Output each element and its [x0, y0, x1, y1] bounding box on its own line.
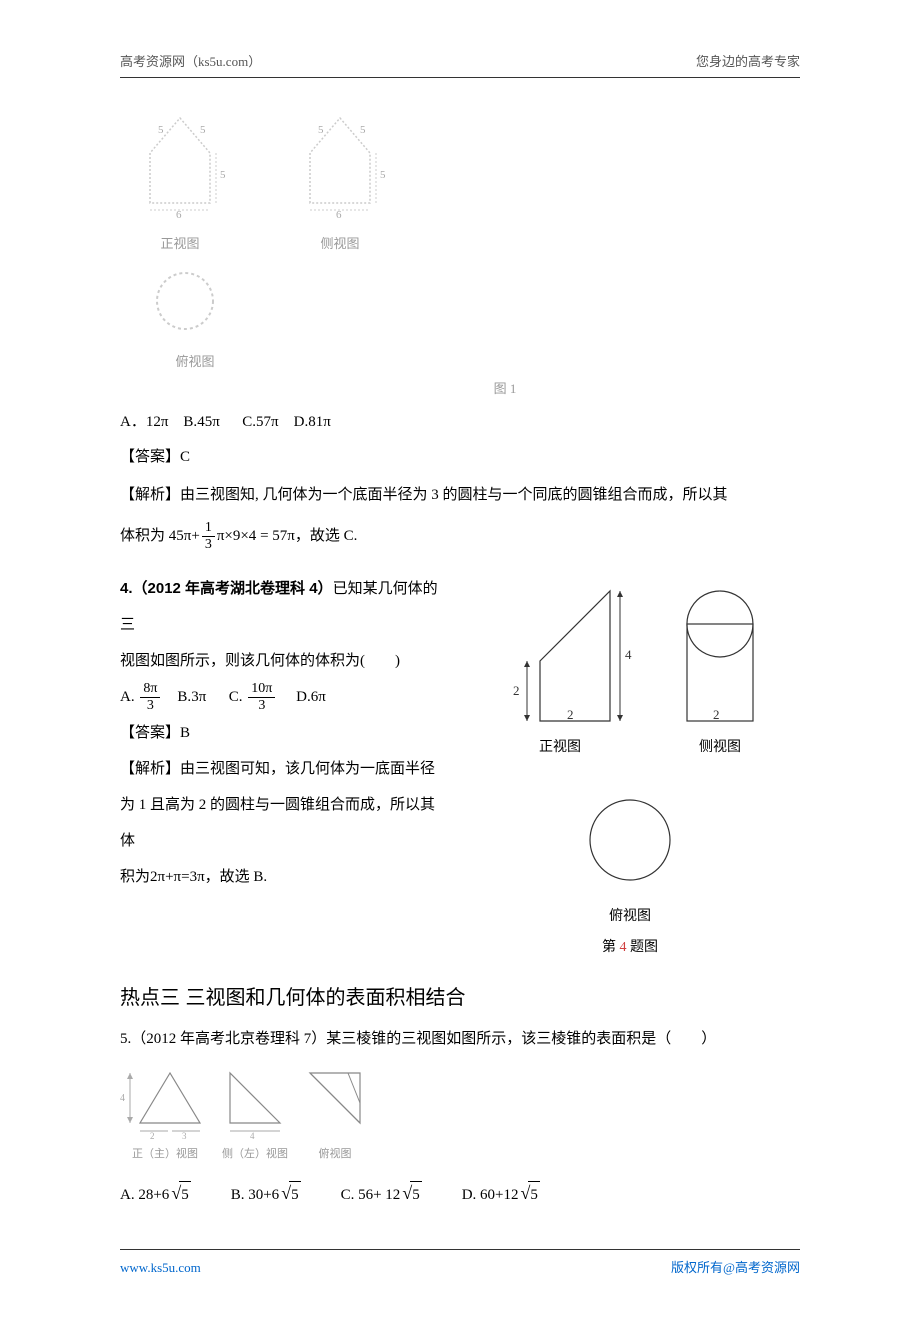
q5-figures: 4 2 3 正（主）视图 4 侧（左）视图 俯视图 [120, 1063, 800, 1165]
q3-opt-a: A．12π [120, 414, 168, 430]
q5-top-view: 俯视图 [300, 1063, 370, 1165]
svg-text:2: 2 [513, 683, 520, 698]
q5-top-label: 俯视图 [300, 1145, 370, 1165]
footer-left: www.ks5u.com [120, 1256, 201, 1279]
q5-opt-d: D. 60+125 [462, 1177, 540, 1209]
q3-opt-c: C.57π [242, 414, 278, 430]
q4-analysis-l1: 【解析】由三视图可知，该几何体为一底面半径 [120, 751, 440, 787]
hot-section-3: 热点三 三视图和几何体的表面积相结合 [120, 980, 800, 1016]
q3-opt-d: D.81π [294, 414, 331, 430]
fig1-front-view: 5 5 5 6 正视图 [120, 98, 240, 255]
svg-text:4: 4 [120, 1093, 125, 1104]
svg-text:4: 4 [625, 647, 632, 662]
q4-answer: 【答案】B [120, 715, 440, 751]
q4-front-label: 正视图 [485, 735, 635, 760]
q4-top-view-label: 俯视图 [460, 904, 800, 929]
q4-side-label: 侧视图 [665, 735, 775, 760]
q4-title: 4.（2012 年高考湖北卷理科 4） [120, 580, 333, 597]
q4-analysis-l2: 为 1 且高为 2 的圆柱与一圆锥组合而成，所以其体 [120, 787, 440, 859]
q3-analysis-formula: 体积为 45π+13π×9×4 = 57π，故选 C. [120, 520, 800, 553]
svg-text:2: 2 [567, 707, 574, 722]
q4-analysis-l3: 积为2π+π=3π，故选 B. [120, 859, 440, 895]
svg-text:5: 5 [200, 124, 206, 136]
q3-analysis: 【解析】由三视图知, 几何体为一个底面半径为 3 的圆柱与一个同底的圆锥组合而成… [120, 479, 800, 512]
q5-stem: 5.（2012 年高考北京卷理科 7）某三棱锥的三视图如图所示，该三棱锥的表面积… [120, 1026, 800, 1053]
q5-side-label: 侧（左）视图 [220, 1145, 290, 1165]
q5-opt-c: C. 56+ 125 [341, 1177, 422, 1209]
q4-front-view: 4 2 2 正视图 [485, 571, 635, 760]
q5-front-view: 4 2 3 正（主）视图 [120, 1063, 210, 1165]
q5-opt-a: A. 28+65 [120, 1177, 191, 1209]
svg-text:2: 2 [150, 1131, 155, 1141]
q5-front-label: 正（主）视图 [120, 1145, 210, 1165]
svg-text:3: 3 [182, 1131, 187, 1141]
svg-text:2: 2 [713, 707, 720, 722]
fig1-top-view: 俯视图 [150, 266, 240, 373]
q4-figures: 4 2 2 正视图 [460, 571, 800, 961]
fig1-row-top: 5 5 5 6 正视图 5 5 5 6 侧视图 [120, 98, 800, 255]
q4-stem2: 视图如图所示，则该几何体的体积为( ) [120, 643, 440, 679]
svg-text:5: 5 [220, 169, 226, 181]
footer-right: 版权所有@高考资源网 [671, 1256, 800, 1279]
svg-text:5: 5 [318, 124, 324, 136]
q5-options: A. 28+65 B. 30+65 C. 56+ 125 D. 60+125 [120, 1177, 800, 1209]
q4-options: A. 8π3 B.3π C. 10π3 D.6π [120, 679, 440, 715]
q4-text: 4.（2012 年高考湖北卷理科 4）已知某几何体的三 视图如图所示，则该几何体… [120, 571, 440, 961]
q3-options: A．12π B.45π C.57π D.81π [120, 409, 800, 436]
svg-text:6: 6 [176, 209, 182, 221]
page-footer: www.ks5u.com 版权所有@高考资源网 [120, 1249, 800, 1279]
fig1-side-label: 侧视图 [280, 232, 400, 255]
fig1-front-label: 正视图 [120, 232, 240, 255]
q3-answer: 【答案】C [120, 444, 800, 471]
svg-text:4: 4 [250, 1131, 255, 1141]
header-right: 您身边的高考专家 [696, 50, 800, 73]
q3-formula-text: 体积为 45π+13π×9×4 = 57π，故选 C. [120, 528, 357, 544]
q4-side-view: 2 侧视图 [665, 571, 775, 760]
svg-text:6: 6 [336, 209, 342, 221]
fig1-top-label: 俯视图 [150, 350, 240, 373]
header-left: 高考资源网（ks5u.com） [120, 50, 261, 73]
svg-text:5: 5 [360, 124, 366, 136]
svg-text:5: 5 [380, 169, 386, 181]
q4-caption: 第 4 题图 [460, 935, 800, 960]
q3-opt-b: B.45π [183, 414, 219, 430]
q4-block: 4.（2012 年高考湖北卷理科 4）已知某几何体的三 视图如图所示，则该几何体… [120, 571, 800, 961]
q5-side-view: 4 侧（左）视图 [220, 1063, 290, 1165]
q5-opt-b: B. 30+65 [231, 1177, 301, 1209]
svg-text:5: 5 [158, 124, 164, 136]
fig1-caption: 图 1 [210, 377, 800, 400]
fig1-side-view: 5 5 5 6 侧视图 [280, 98, 400, 255]
q4-top-view: 俯视图 第 4 题图 [460, 790, 800, 960]
page-header: 高考资源网（ks5u.com） 您身边的高考专家 [120, 50, 800, 78]
